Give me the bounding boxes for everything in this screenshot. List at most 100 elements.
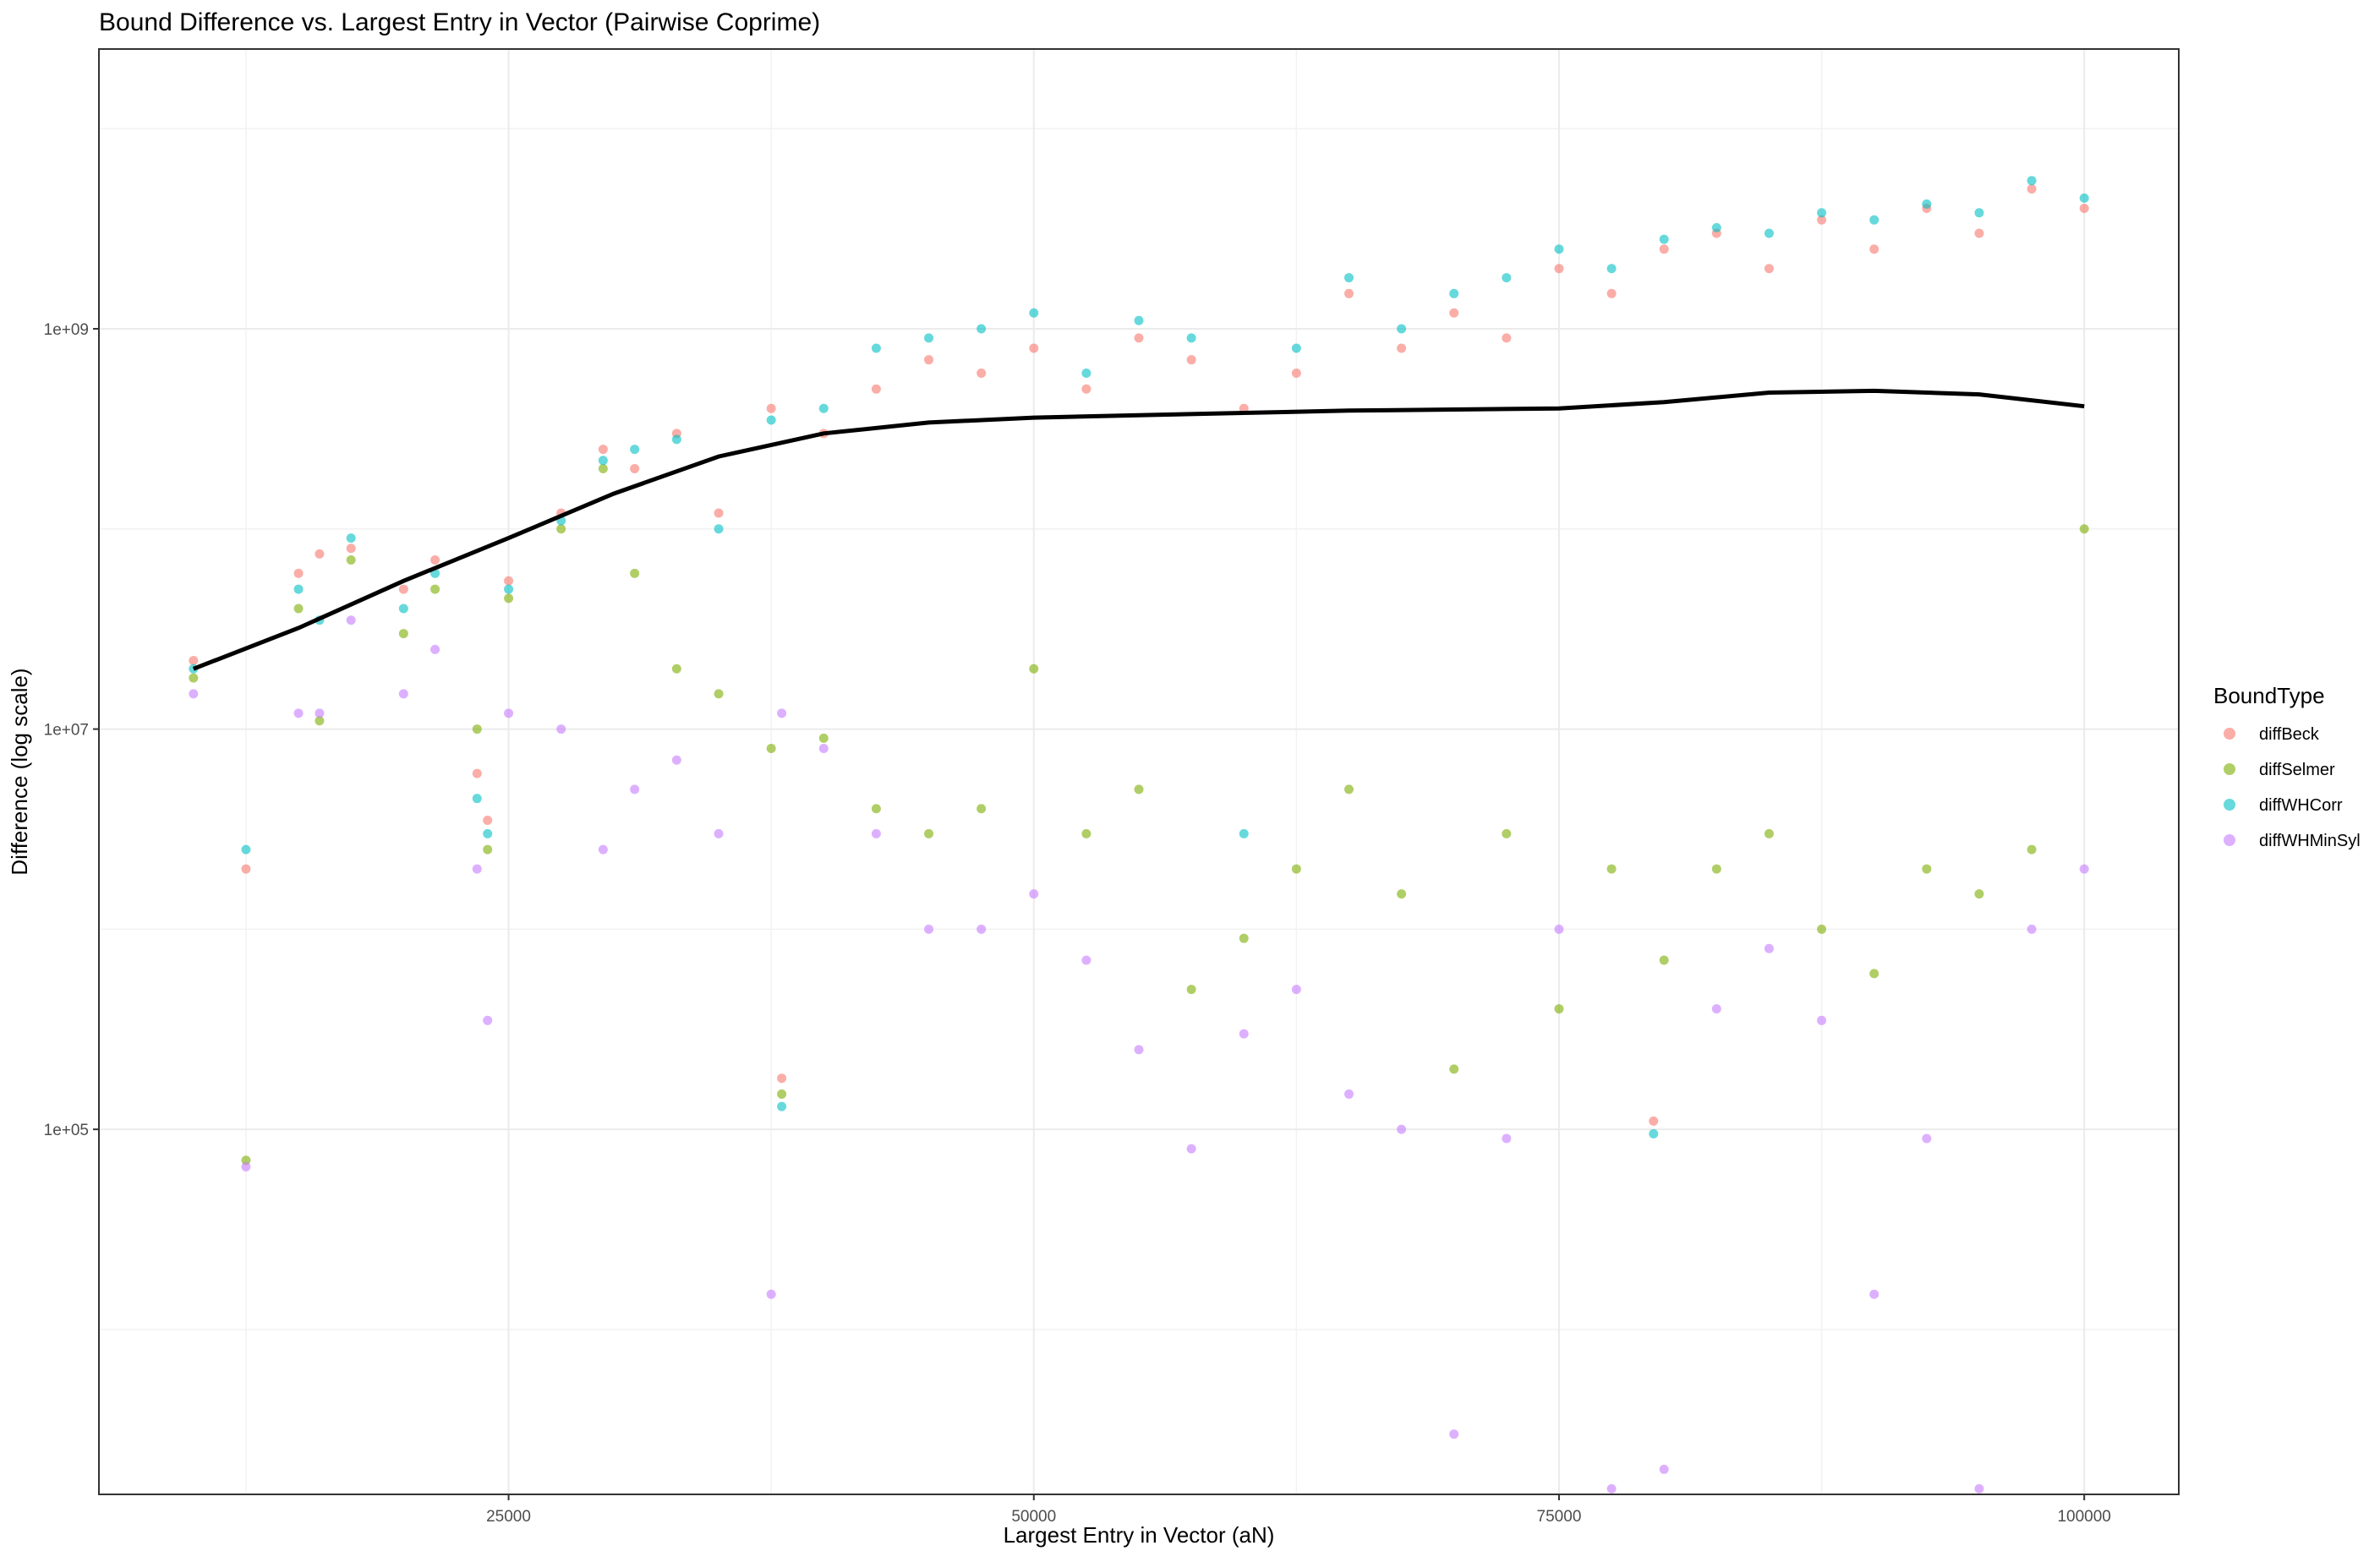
data-point-diffBeck (2079, 203, 2089, 213)
data-point-diffWHCorr (1649, 1128, 1659, 1139)
data-point-diffBeck (293, 568, 304, 578)
data-point-diffBeck (1502, 333, 1512, 343)
data-point-diffWHCorr (1291, 343, 1301, 353)
data-point-diffWHMinSyl (1554, 924, 1564, 934)
data-point-diffWHCorr (766, 415, 776, 425)
data-point-diffSelmer (2027, 844, 2037, 855)
data-point-diffWHCorr (777, 1101, 787, 1111)
data-point-diffWHMinSyl (1029, 889, 1039, 899)
data-point-diffSelmer (1186, 985, 1196, 995)
data-point-diffSelmer (924, 828, 934, 838)
data-point-diffSelmer (818, 733, 829, 743)
data-point-diffSelmer (2079, 524, 2089, 534)
data-point-diffWHCorr (1974, 208, 1984, 218)
data-point-diffWHCorr (977, 324, 987, 334)
data-point-diffWHCorr (1134, 315, 1144, 325)
data-point-diffBeck (472, 768, 482, 778)
data-point-diffBeck (2027, 184, 2037, 194)
data-point-diffSelmer (293, 603, 304, 614)
data-point-diffBeck (430, 554, 440, 565)
data-point-diffSelmer (1711, 864, 1721, 874)
data-point-diffSelmer (483, 844, 493, 855)
grid-lines (99, 49, 2179, 1494)
data-point-diffWHCorr (1449, 288, 1459, 298)
data-point-diffWHMinSyl (1606, 1483, 1617, 1494)
plot-panel (99, 49, 2179, 1494)
data-point-diffWHMinSyl (398, 689, 408, 699)
data-point-diffWHMinSyl (1659, 1464, 1669, 1474)
data-point-diffBeck (1817, 215, 1827, 225)
legend-key-diffSelmer (2224, 763, 2235, 775)
data-point-diffBeck (241, 864, 251, 874)
data-point-diffWHCorr (1764, 228, 1774, 238)
data-point-diffBeck (398, 584, 408, 594)
data-point-diffWHMinSyl (1922, 1133, 1932, 1144)
data-point-diffBeck (1659, 244, 1669, 254)
data-point-diffSelmer (1659, 955, 1669, 965)
data-point-diffWHMinSyl (924, 924, 934, 934)
data-point-diffBeck (1449, 308, 1459, 318)
data-point-diffSelmer (714, 689, 724, 699)
data-point-diffBeck (1134, 333, 1144, 343)
data-point-diffSelmer (1974, 889, 1984, 899)
y-axis-label: Difference (log scale) (7, 668, 32, 875)
data-point-diffSelmer (189, 673, 199, 683)
data-point-diffBeck (1764, 264, 1774, 274)
data-point-diffWHCorr (472, 794, 482, 804)
y-axis-ticks: 1e+05 1e+07 1e+09 (44, 321, 99, 1139)
data-point-diffWHCorr (1186, 333, 1196, 343)
data-points (189, 176, 2089, 1494)
data-point-diffWHMinSyl (977, 924, 987, 934)
data-point-diffWHMinSyl (483, 1015, 493, 1025)
data-point-diffWHMinSyl (1186, 1144, 1196, 1154)
data-point-diffBeck (1554, 264, 1564, 274)
data-point-diffBeck (777, 1073, 787, 1084)
data-point-diffWHCorr (924, 333, 934, 343)
data-point-diffWHMinSyl (1449, 1429, 1459, 1439)
data-point-diffWHMinSyl (2027, 924, 2037, 934)
data-point-diffWHMinSyl (1711, 1004, 1721, 1014)
data-point-diffWHCorr (504, 584, 514, 594)
data-point-diffSelmer (630, 568, 640, 578)
legend: BoundType diffBeckdiffSelmerdiffWHCorrdi… (2213, 683, 2361, 850)
data-point-diffWHCorr (871, 343, 881, 353)
data-point-diffWHCorr (1869, 215, 1879, 225)
plot-border (98, 48, 2180, 1495)
data-point-diffWHMinSyl (1817, 1015, 1827, 1025)
data-point-diffSelmer (398, 629, 408, 639)
data-point-diffWHMinSyl (189, 689, 199, 699)
data-point-diffSelmer (1606, 864, 1617, 874)
data-point-diffWHCorr (1554, 244, 1564, 254)
data-point-diffWHMinSyl (1764, 943, 1774, 953)
data-point-diffBeck (1291, 369, 1301, 379)
data-point-diffWHCorr (346, 533, 356, 543)
data-point-diffWHMinSyl (598, 844, 608, 855)
legend-key-diffWHCorr (2224, 799, 2235, 811)
data-point-diffBeck (1974, 228, 1984, 238)
data-point-diffSelmer (1397, 889, 1407, 899)
data-point-diffWHCorr (398, 603, 408, 614)
data-point-diffSelmer (1449, 1064, 1459, 1074)
data-point-diffWHMinSyl (1974, 1483, 1984, 1494)
data-point-diffWHMinSyl (766, 1289, 776, 1299)
legend-label-diffWHMinSyl: diffWHMinSyl (2259, 832, 2361, 850)
data-point-diffBeck (924, 355, 934, 365)
data-point-diffSelmer (1029, 664, 1039, 674)
data-point-diffWHMinSyl (1502, 1133, 1512, 1144)
data-point-diffWHMinSyl (1081, 955, 1092, 965)
data-point-diffBeck (630, 464, 640, 474)
data-point-diffWHCorr (1711, 222, 1721, 232)
data-point-diffBeck (1343, 288, 1354, 298)
legend-title: BoundType (2213, 683, 2325, 708)
data-point-diffWHCorr (714, 524, 724, 534)
data-point-diffWHMinSyl (430, 644, 440, 654)
data-point-diffWHMinSyl (472, 864, 482, 874)
smooth-line-layer (192, 388, 2085, 671)
data-point-diffBeck (714, 508, 724, 518)
data-point-diffWHCorr (1397, 324, 1407, 334)
data-point-diffSelmer (1922, 864, 1932, 874)
data-point-diffBeck (1081, 384, 1092, 394)
data-point-diffWHMinSyl (871, 828, 881, 838)
data-point-diffBeck (1186, 355, 1196, 365)
